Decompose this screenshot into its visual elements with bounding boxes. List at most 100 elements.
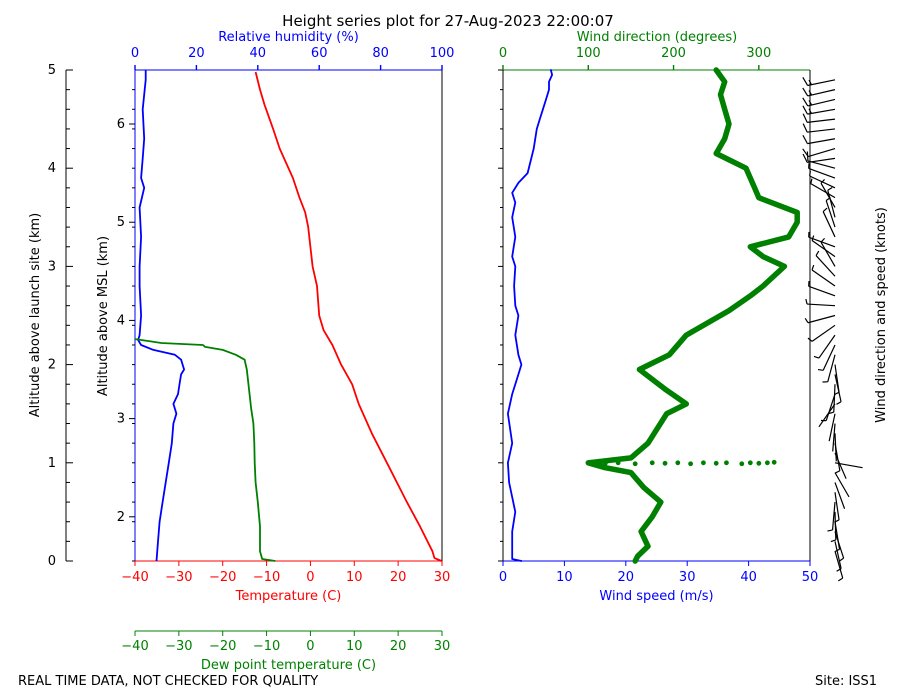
humidity-axis-label: Relative humidity (%) [218,30,359,45]
dewpoint-tick-label: −40 [121,639,148,654]
wind-barb-half-feather [808,100,813,106]
chart-title: Height series plot for 27-Aug-2023 22:00… [282,12,614,30]
wind-barb-half-feather [813,355,820,359]
wind-direction-dot [771,459,777,465]
wind-speed-line [506,69,553,562]
wind-barb-shaft [833,384,836,413]
wind-barb-shaft [807,89,836,97]
wind-direction-line [585,67,800,564]
wind-barb-half-feather [804,317,809,324]
wind-barb-shaft [807,303,836,307]
wind-speed-tick-label: 30 [679,570,696,585]
wind-barb-shaft [807,128,836,133]
wind-barb-shaft [822,211,836,238]
wind-barb-shaft [807,118,836,123]
wind-barb-shaft [807,79,836,87]
wind-direction-tick-label: 300 [746,46,771,61]
outer-altitude-tick-label: 0 [48,554,56,569]
wind-barb-half-feather [808,79,813,85]
wind-barb-half-feather [808,90,813,96]
wind-barb-shaft [809,175,836,189]
wind-barb-feather [802,123,808,133]
wind-speed-tick-label: 50 [802,570,819,585]
wind-barb-shaft [811,324,836,342]
wind-barb-shaft [808,285,836,297]
wind-direction-axis-label: Wind direction (degrees) [577,30,737,45]
relative-humidity-line [137,70,186,562]
wind-barb-shaft [825,200,836,228]
wind-barb-shaft [807,314,836,324]
dew-point-temperature-line [134,338,276,562]
wind-barb-shaft [807,157,836,164]
temperature-axis-label: Temperature (C) [235,589,342,604]
temperature-tick-label: −40 [121,570,148,585]
wind-direction-dot [688,461,694,467]
wind-barb-half-feather [836,568,842,572]
wind-barb-shaft [807,108,836,115]
wind-direction-dot [724,460,729,466]
footer-quality-note: REAL TIME DATA, NOT CHECKED FOR QUALITY [18,674,319,689]
wind-direction-dot [747,460,753,466]
wind-barb-half-feather [811,235,815,241]
wind-barb-shaft [834,541,842,569]
wind-barb-shaft [818,403,836,428]
wind-barb-half-feather [839,557,844,562]
wind-barb-shaft [834,511,837,540]
humidity-tick-label: 40 [250,46,267,61]
humidity-tick-label: 60 [311,46,328,61]
wind-barb-half-feather [815,250,820,256]
outer-altitude-tick-label: 1 [48,456,56,471]
wind-barb-half-feather [830,539,837,543]
wind-barb-shaft [820,241,836,267]
wind-barb-half-feather [834,519,840,523]
wind-barb-shaft [807,98,836,107]
dewpoint-tick-label: −30 [165,639,192,654]
outer-altitude-tick-label: 5 [48,63,56,78]
wind-barb-shaft [818,334,836,359]
wind-barb-feather [802,97,809,107]
wind-direction-tick-label: 0 [499,46,507,61]
outer-altitude-tick-label: 4 [48,161,56,176]
wind-barb-shaft [808,236,836,248]
wind-direction-dot [649,460,655,466]
wind-barb-half-feather [838,577,844,582]
msl-axis-label: Altitude above MSL (km) [96,236,111,396]
wind-speed-tick-label: 0 [499,570,507,585]
wind-direction-dot [662,460,668,466]
wind-direction-dot [675,460,681,466]
wind-direction-dot [756,460,762,466]
wind-direction-dot [632,461,638,467]
wind-barb-feather [802,87,809,97]
wind-barb-half-feather [834,470,841,474]
wind-direction-dot [739,461,745,467]
wind-barb-shaft [815,255,836,277]
msl-tick-label: 2 [117,510,125,525]
wind-barb-half-feather [820,179,826,184]
wind-speed-tick-label: 20 [618,570,635,585]
wind-direction-dot [615,460,621,466]
wind-direction-dot [764,460,770,466]
wind-barb-half-feather [827,187,833,191]
wind-speed-tick-label: 40 [740,570,757,585]
wind-barb-shaft [834,482,846,509]
wind-barb-shaft [834,452,847,479]
wind-barb-half-feather [805,298,808,305]
outer-altitude-tick-label: 2 [48,358,56,373]
msl-tick-label: 6 [117,117,125,132]
wind-barb-shaft [834,492,840,521]
dewpoint-axis-label: Dew point temperature (C) [201,658,376,673]
wind-direction-tick-label: 100 [576,46,601,61]
dewpoint-tick-label: 0 [306,639,314,654]
temperature-tick-label: 20 [390,570,407,585]
wind-barb-shaft [820,182,836,208]
wind-barb-shaft [825,393,836,421]
temperature-tick-label: 10 [346,570,363,585]
wind-barb-feather [802,153,808,163]
temperature-tick-label: 0 [306,570,314,585]
wind-barb-shaft [834,472,850,498]
chart-layer: 0 1 2 3 4 5 Altitude above launch site (km) 2 3 4… [28,30,889,673]
wind-barb-axis-label: Wind direction and speed (knots) [874,207,889,423]
temperature-line [254,71,442,562]
wind-barb-shaft [822,344,836,371]
